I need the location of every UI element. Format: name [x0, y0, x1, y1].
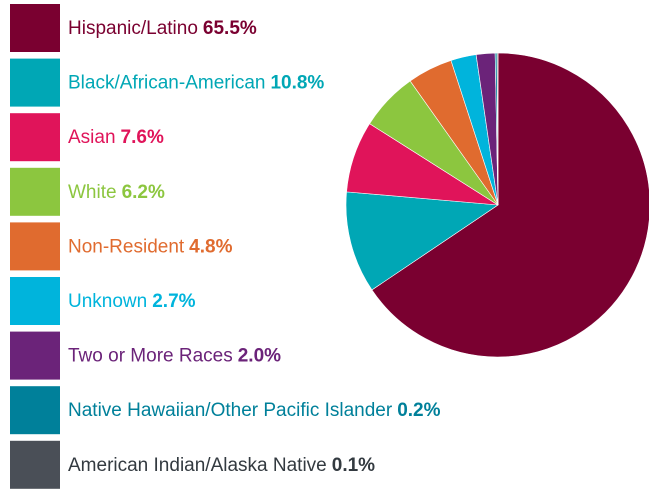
pie-slice	[345, 191, 499, 291]
legend-value: 2.0%	[238, 346, 281, 367]
legend-category: Unknown	[68, 291, 147, 312]
legend-swatch	[10, 113, 60, 162]
legend-category: Black/African-American	[68, 73, 265, 94]
legend-label: Asian 7.6%	[68, 127, 164, 148]
legend-value: 4.8%	[189, 236, 232, 257]
legend-swatch	[10, 58, 60, 107]
legend-label: Native Hawaiian/Other Pacific Islander 0.…	[68, 400, 441, 421]
legend-label: American Indian/Alaska Native 0.1%	[68, 455, 375, 476]
legend-category: Non-Resident	[68, 236, 185, 257]
legend-swatch	[10, 277, 60, 325]
legend-swatch	[10, 331, 60, 380]
legend-swatch	[10, 4, 60, 52]
legend-category: Native Hawaiian/Other Pacific Islander	[68, 400, 393, 421]
legend-value: 6.2%	[122, 182, 165, 203]
legend-category: White	[68, 182, 117, 203]
legend-value: 0.1%	[332, 455, 375, 476]
legend-label: Black/African-American 10.8%	[68, 73, 324, 94]
pie-slice	[496, 52, 499, 206]
legend-category: Asian	[68, 127, 116, 148]
legend-label: Two or More Races 2.0%	[68, 346, 281, 367]
legend-value: 7.6%	[121, 127, 164, 148]
legend-label: Non-Resident 4.8%	[68, 236, 233, 257]
legend-label: Unknown 2.7%	[68, 291, 196, 312]
legend-category: Two or More Races	[68, 346, 233, 367]
legend-category: American Indian/Alaska Native	[68, 455, 327, 476]
legend-label: Hispanic/Latino 65.5%	[68, 18, 257, 39]
legend-swatch	[10, 222, 60, 271]
pie-slice	[371, 52, 649, 358]
legend-label: White 6.2%	[68, 182, 165, 203]
legend-value: 10.8%	[270, 73, 324, 94]
legend-value: 65.5%	[203, 18, 257, 39]
legend-swatch	[10, 386, 60, 435]
legend-swatch	[10, 440, 60, 489]
legend-category: Hispanic/Latino	[68, 18, 198, 39]
legend-swatch	[10, 167, 60, 216]
legend-value: 2.7%	[152, 291, 195, 312]
legend-value: 0.2%	[397, 400, 440, 421]
